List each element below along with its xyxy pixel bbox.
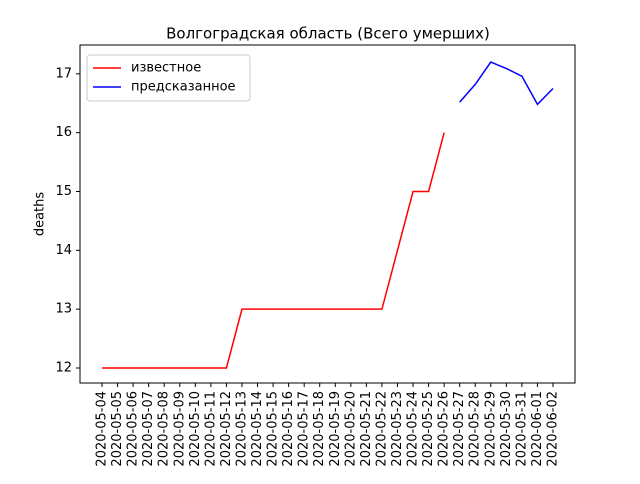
- legend-label: предсказанное: [131, 80, 236, 95]
- y-tick-label: 15: [55, 184, 72, 199]
- x-tick-label: 2020-05-21: [359, 391, 374, 467]
- y-tick-label: 12: [55, 360, 72, 375]
- x-tick-label: 2020-05-25: [421, 391, 436, 467]
- x-tick-label: 2020-05-06: [126, 391, 141, 467]
- x-tick-label: 2020-05-26: [437, 391, 452, 467]
- x-tick-label: 2020-05-12: [219, 391, 234, 467]
- x-tick-label: 2020-05-10: [188, 391, 203, 467]
- x-tick-label: 2020-05-30: [499, 391, 514, 467]
- x-tick-label: 2020-05-19: [328, 391, 343, 467]
- x-tick-label: 2020-05-14: [250, 391, 265, 467]
- y-tick-label: 17: [55, 66, 72, 81]
- y-axis-label: deaths: [33, 192, 48, 237]
- line: [102, 132, 445, 369]
- x-tick-label: 2020-05-20: [343, 391, 358, 467]
- x-tick-label: 2020-05-13: [234, 391, 249, 467]
- x-tick-label: 2020-05-04: [95, 391, 110, 467]
- y-tick-label: 16: [55, 125, 72, 140]
- x-tick-label: 2020-05-07: [141, 391, 156, 467]
- line: [459, 61, 554, 106]
- chart-title: Волгоградская область (Всего умерших): [166, 25, 490, 43]
- x-tick-label: 2020-05-24: [406, 391, 421, 467]
- legend-box: [86, 54, 251, 102]
- x-tick-label: 2020-06-01: [530, 391, 545, 467]
- x-tick-label: 2020-05-27: [452, 391, 467, 467]
- x-tick-label: 2020-05-31: [514, 391, 529, 467]
- x-tick-label: 2020-05-29: [483, 391, 498, 467]
- y-tick-label: 13: [55, 302, 72, 317]
- x-tick-label: 2020-05-15: [266, 391, 281, 467]
- x-tick-label: 2020-05-22: [374, 391, 389, 467]
- plot-frame: [79, 44, 576, 384]
- x-tick-label: 2020-05-09: [172, 391, 187, 467]
- x-tick-label: 2020-05-16: [281, 391, 296, 467]
- x-tick-label: 2020-05-08: [157, 391, 172, 467]
- x-tick-label: 2020-05-11: [203, 391, 218, 467]
- x-tick-label: 2020-05-18: [312, 391, 327, 467]
- x-tick-label: 2020-05-17: [297, 391, 312, 467]
- y-tick-label: 14: [55, 243, 72, 258]
- x-tick-label: 2020-05-23: [390, 391, 405, 467]
- x-tick-label: 2020-06-02: [546, 391, 561, 467]
- x-tick-label: 2020-05-05: [110, 391, 125, 467]
- legend-label: известное: [131, 61, 201, 76]
- x-tick-label: 2020-05-28: [468, 391, 483, 467]
